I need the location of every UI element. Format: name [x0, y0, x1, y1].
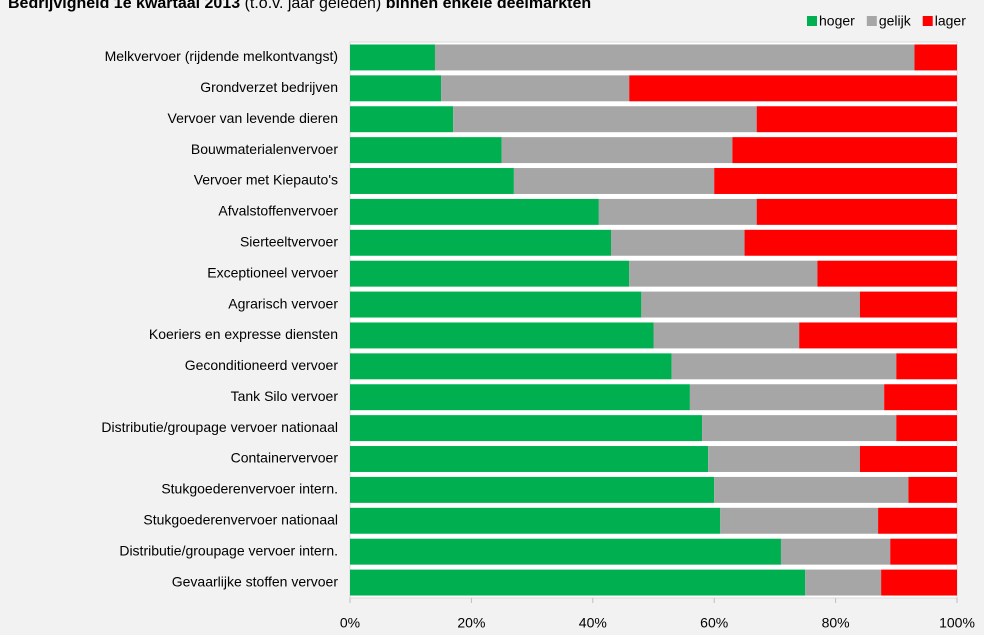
y-tick-label: Tank Silo vervoer — [231, 388, 339, 404]
y-tick-label: Afvalstoffenvervoer — [218, 203, 338, 219]
bar-segment — [350, 507, 721, 534]
bar-segment — [501, 137, 733, 164]
bar-segment — [896, 353, 957, 380]
bar-segment — [641, 291, 860, 318]
bar-segment — [350, 353, 672, 380]
y-tick-label: Vervoer met Kiepauto's — [194, 172, 338, 188]
y-tick-label: Sierteeltvervoer — [240, 233, 338, 249]
bar-segment — [744, 229, 957, 256]
bar-segment — [671, 353, 897, 380]
bar-segment — [689, 384, 885, 411]
bar-segment — [859, 446, 957, 472]
bar-segment — [611, 229, 745, 256]
bar-segment — [350, 75, 442, 102]
plot-area — [349, 41, 958, 599]
bar-segment — [859, 291, 957, 318]
bar-segment — [805, 569, 882, 596]
y-tick-label: Gevaarlijke stoffen vervoer — [172, 573, 339, 589]
bar-segment — [350, 384, 690, 411]
legend-swatch — [807, 16, 817, 26]
y-tick-label: Vervoer van levende dieren — [168, 110, 338, 126]
y-tick-label: Koeriers en expresse diensten — [149, 326, 338, 342]
legend-swatch — [866, 16, 877, 26]
y-tick-label: Distributie/groupage vervoer nationaal — [101, 419, 338, 435]
bar-segment — [629, 260, 818, 287]
y-tick-label: Stukgoederenvervoer intern. — [161, 481, 338, 497]
y-tick-label: Containervervoer — [231, 450, 339, 466]
bar-segment — [350, 260, 630, 287]
x-tick-label: 80% — [822, 615, 850, 631]
bar-segment — [653, 322, 800, 349]
y-tick-label: Stukgoederenvervoer nationaal — [143, 511, 338, 527]
bar-segment — [884, 384, 957, 411]
bar-segment — [890, 538, 957, 565]
bar-segment — [817, 260, 957, 287]
bar-segment — [878, 507, 957, 534]
bar-segment — [350, 538, 781, 565]
legend-label: lager — [935, 13, 966, 29]
bar-segment — [702, 415, 897, 442]
bar-segment — [350, 229, 612, 256]
y-tick-label: Geconditioneerd vervoer — [185, 357, 339, 373]
bar-segment — [732, 137, 957, 164]
bar-segment — [908, 476, 957, 503]
bar-segment — [350, 106, 454, 133]
x-tick-label: 100% — [939, 615, 975, 631]
legend-swatch — [922, 16, 933, 26]
bar-segment — [453, 106, 757, 133]
bar-segment — [350, 569, 806, 596]
y-tick-label: Agrarisch vervoer — [228, 295, 338, 311]
y-tick-label: Distributie/groupage vervoer intern. — [119, 542, 338, 558]
x-tick-label: 40% — [579, 615, 607, 631]
title-part: binnen enkele deelmarkten — [386, 0, 591, 12]
bar-segment — [434, 44, 915, 71]
bar-segment — [350, 476, 715, 503]
bar-segment — [350, 322, 654, 349]
bar-segment — [350, 446, 709, 472]
y-tick-label: Grondverzet bedrijven — [200, 79, 338, 95]
bar-segment — [629, 75, 957, 102]
y-tick-label: Bouwmaterialenvervoer — [191, 141, 338, 157]
chart-title: Bedrijvigheid 1e kwartaal 2013 (t.o.v. j… — [8, 0, 591, 12]
bar-segment — [350, 198, 599, 225]
bar-segment — [350, 137, 502, 164]
bar-segment — [441, 75, 630, 102]
legend-label: hoger — [819, 13, 855, 29]
bar-segment — [881, 569, 957, 596]
title-part: Bedrijvigheid 1e kwartaal 2013 — [8, 0, 240, 12]
x-tick-label: 20% — [457, 615, 485, 631]
bar-segment — [350, 168, 514, 194]
x-tick-label: 60% — [700, 615, 728, 631]
bar-segment — [780, 538, 891, 565]
bar-segment — [708, 446, 860, 472]
bar-segment — [598, 198, 757, 225]
y-tick-label: Exceptioneel vervoer — [207, 264, 338, 280]
bar-segment — [756, 198, 957, 225]
bar-segment — [896, 415, 957, 442]
bar-segment — [756, 106, 957, 133]
bar-segment — [350, 44, 435, 71]
bar-segment — [714, 168, 957, 194]
y-tick-label: Melkvervoer (rijdende melkontvangst) — [105, 48, 338, 64]
bar-segment — [720, 507, 879, 534]
bar-segment — [350, 291, 642, 318]
bar-segment — [914, 44, 957, 71]
x-tick-label: 0% — [340, 615, 360, 631]
bar-segment — [513, 168, 715, 194]
bar-segment — [350, 415, 703, 442]
bar-segment — [714, 476, 909, 503]
legend-label: gelijk — [879, 13, 912, 29]
bar-segment — [799, 322, 957, 349]
title-part: (t.o.v. jaar geleden) — [245, 0, 382, 12]
